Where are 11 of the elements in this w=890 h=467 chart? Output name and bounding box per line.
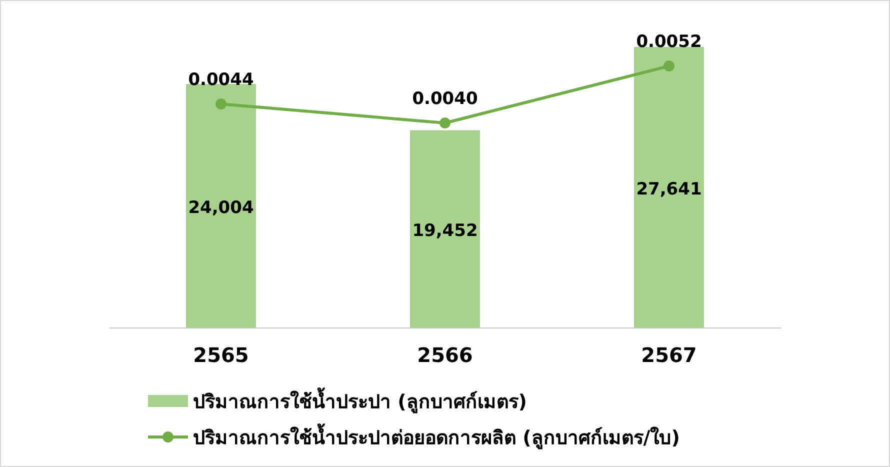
x-tick-label: 2565 — [193, 343, 249, 367]
data-label: 24,004 — [188, 198, 254, 218]
data-label: 27,641 — [636, 180, 702, 200]
x-tick-label: 2566 — [417, 343, 473, 367]
data-label: 0.0052 — [636, 32, 702, 52]
data-label: 0.0044 — [188, 70, 254, 90]
data-label: 19,452 — [412, 221, 478, 242]
legend-label: ปริมาณการใช้น้ำประปา (ลูกบาศก์เมตร) — [193, 387, 527, 414]
x-tick-label: 2567 — [641, 343, 697, 367]
data-label: 0.0040 — [412, 89, 478, 109]
legend-label: ปริมาณการใช้น้ำประปาต่อยอดการผลิต (ลูกบาศก์เมตร/ใบ) — [193, 423, 680, 450]
